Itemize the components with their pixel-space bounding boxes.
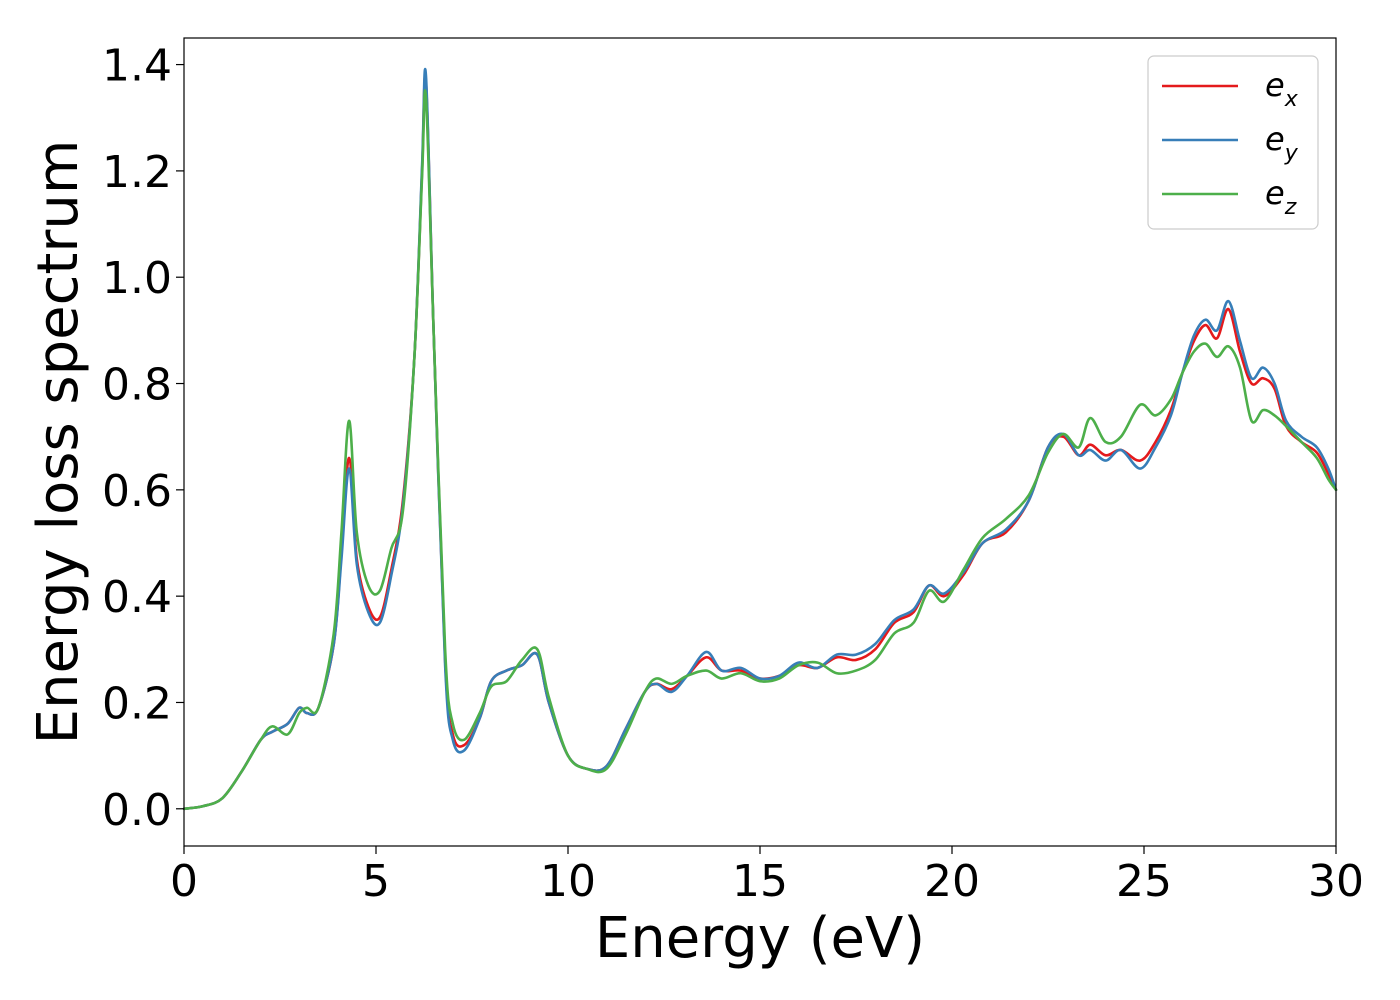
x-axis: 0 5 10 15 20 25 30 [170,846,1364,907]
y-tick-label: 0.6 [102,466,172,517]
y-tick-label: 0.8 [102,360,172,411]
x-tick-label: 20 [924,856,980,907]
x-tick-label: 30 [1308,856,1364,907]
x-tick-label: 5 [362,856,390,907]
y-tick-label: 1.0 [102,253,172,304]
legend-box [1147,55,1319,230]
x-tick-label: 25 [1116,856,1172,907]
x-tick-label: 0 [170,856,198,907]
x-tick-label: 10 [540,856,596,907]
legend-label-x: ex [1265,66,1299,112]
y-axis-label: Energy loss spectrum [26,140,91,745]
y-axis: 0.0 0.2 0.4 0.6 0.8 1.0 1.2 1.4 [102,41,184,836]
series-layer [182,67,1338,811]
x-axis-label: Energy (eV) [595,906,925,971]
x-tick-label: 15 [732,856,788,907]
series-line-z [182,89,1338,811]
y-tick-label: 0.2 [102,678,172,729]
y-tick-label: 1.2 [102,147,172,198]
y-tick-label: 0.0 [102,785,172,836]
legend-label-y: ey [1265,120,1299,166]
y-tick-label: 0.4 [102,572,172,623]
legend-label-z: ez [1265,174,1297,220]
series-line-y [182,67,1338,811]
y-tick-label: 1.4 [102,41,172,92]
legend: ex ey ez [1147,55,1319,230]
